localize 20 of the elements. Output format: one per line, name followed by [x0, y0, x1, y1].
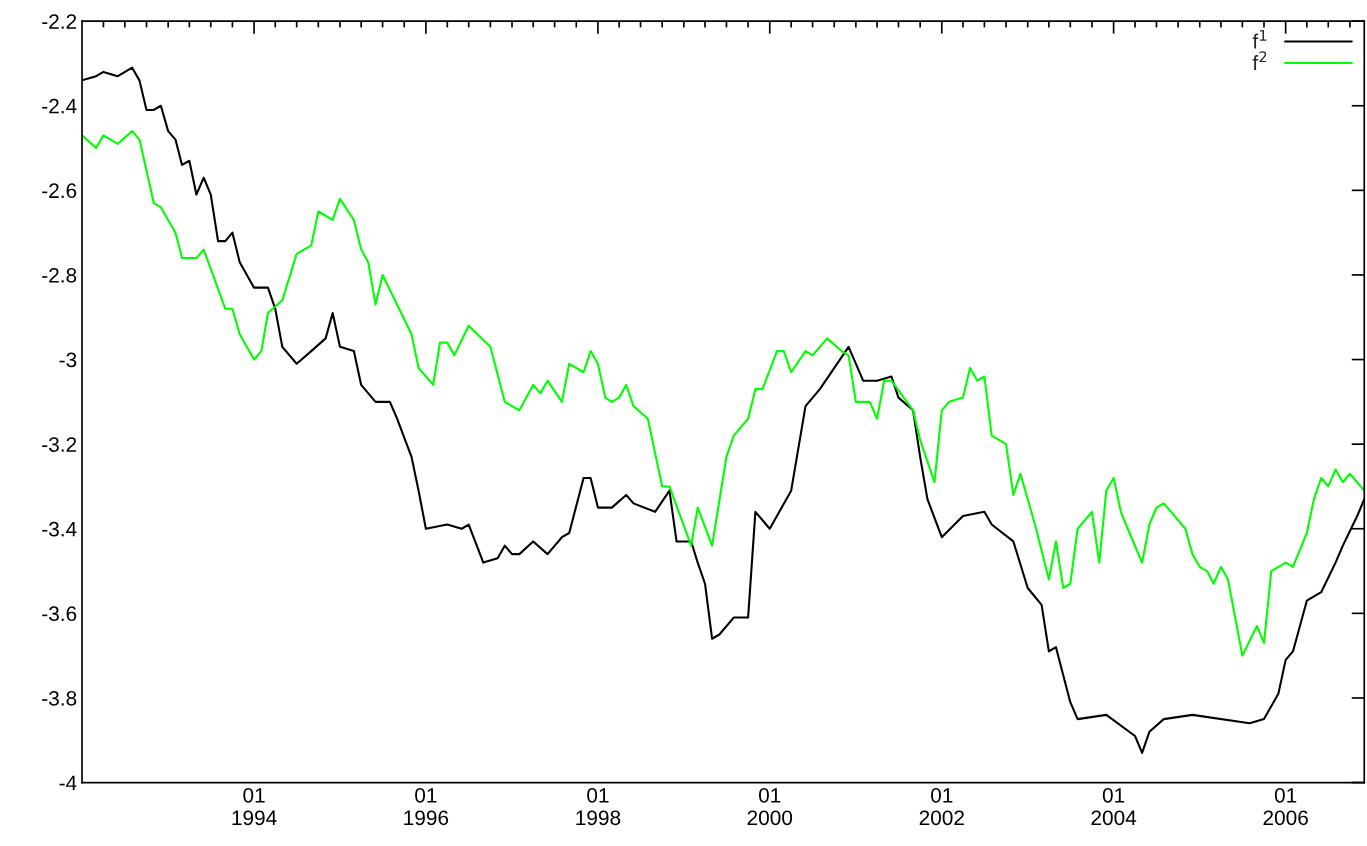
x-tick-label: 01 2002 [919, 787, 964, 826]
y-tick-label: -2.4 [42, 98, 77, 114]
x-tick-label: 01 2000 [747, 787, 793, 826]
y-tick-label: -3 [59, 352, 77, 368]
y-tick-label: -3.6 [42, 606, 77, 622]
y-tick-label: -3.4 [42, 521, 77, 537]
legend-label: f$^{1}$ [1252, 30, 1267, 49]
y-tick-label: -2.8 [42, 267, 77, 283]
y-tick-label: -3.2 [42, 437, 77, 452]
x-tick-label: 01 2006 [1263, 787, 1308, 826]
x-tick-label: 01 1998 [576, 787, 621, 826]
y-tick-label: -2.2 [42, 14, 77, 29]
x-tick-label: 01 2004 [1091, 787, 1137, 826]
y-tick-label: -2.6 [42, 183, 77, 199]
x-tick-label: 01 1996 [404, 787, 449, 826]
y-tick-label: -4 [59, 775, 77, 791]
legend-label: f$^{2}$ [1252, 51, 1267, 71]
y-tick-label: -3.8 [42, 690, 77, 706]
line-series [82, 130, 1365, 657]
x-tick-label: 01 1994 [232, 787, 277, 826]
